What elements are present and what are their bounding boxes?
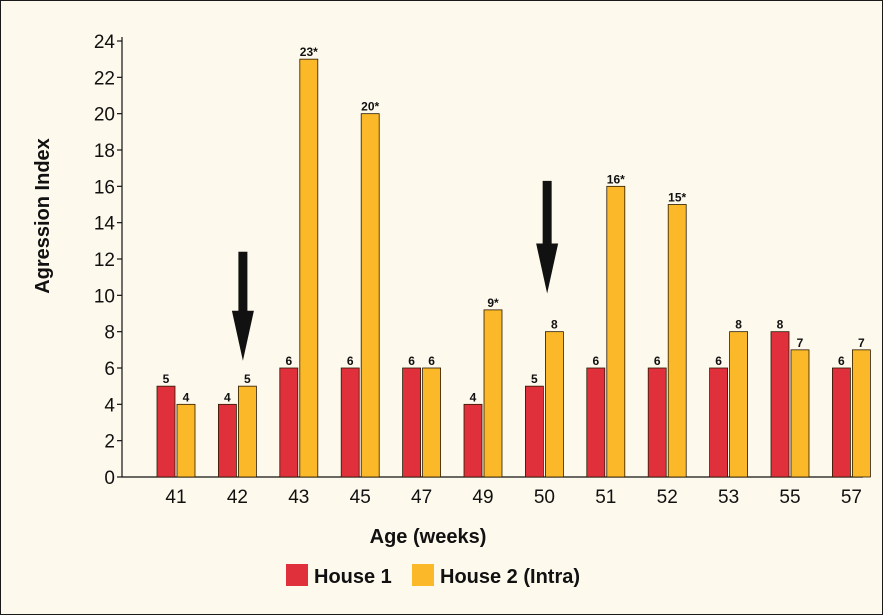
bar-house1-52 [647, 367, 667, 478]
bar-house1-45 [340, 367, 360, 478]
x-axis-title: Age (weeks) [370, 526, 487, 548]
y-tick-label: 8 [104, 323, 115, 344]
data-label: 6 [428, 354, 435, 368]
bar-house1-55 [770, 331, 790, 478]
data-label: 7 [858, 336, 865, 350]
data-label: 5 [531, 372, 538, 386]
data-label: 8 [551, 318, 558, 332]
data-label: 20* [361, 100, 379, 114]
data-label: 8 [777, 318, 784, 332]
bar-house1-41 [156, 385, 176, 478]
data-label: 7 [797, 336, 804, 350]
y-tick-label: 22 [94, 68, 115, 89]
y-tick-label: 4 [104, 395, 115, 416]
legend-swatch [412, 564, 434, 586]
x-tick-label: 57 [841, 487, 862, 508]
bar-house2-42 [237, 385, 257, 478]
x-tick-label: 50 [534, 487, 555, 508]
x-tick-label: 41 [165, 487, 186, 508]
legend: House 1 House 2 (Intra) [286, 564, 580, 588]
data-label: 16* [607, 172, 625, 186]
arrow-down-icon [536, 180, 559, 294]
y-tick-label: 14 [94, 214, 116, 235]
y-tick-label: 18 [94, 141, 115, 162]
y-tick-label: 16 [94, 177, 115, 198]
y-tick-label: 0 [104, 468, 115, 489]
legend-label: House 2 (Intra) [440, 566, 580, 588]
legend-label: House 1 [314, 566, 392, 588]
bar-house1-53 [709, 367, 728, 478]
bar-house1-43 [279, 367, 299, 478]
data-label: 4 [183, 390, 190, 404]
data-label: 6 [715, 354, 722, 368]
annotation-arrows [231, 180, 559, 361]
data-label: 6 [285, 354, 292, 368]
data-label: 4 [224, 390, 231, 404]
data-label: 6 [838, 354, 845, 368]
y-tick-label: 10 [94, 286, 115, 307]
data-label: 23* [300, 45, 318, 59]
x-tick-label: 55 [779, 487, 800, 508]
bar-house1-42 [217, 403, 237, 478]
bar-house1-50 [525, 385, 544, 478]
y-tick-label: 2 [104, 432, 115, 453]
x-tick-label: 49 [472, 487, 493, 508]
x-tick-label: 42 [227, 487, 248, 508]
bar-house2-43 [299, 58, 319, 478]
y-tick-label: 12 [94, 250, 115, 271]
legend-swatch [286, 564, 308, 586]
bar-house2-49 [483, 309, 503, 478]
data-label: 5 [244, 372, 251, 386]
x-tick-label: 53 [718, 487, 739, 508]
bar-house2-47 [422, 367, 442, 478]
y-tick-label: 20 [94, 105, 115, 126]
bar-house2-45 [360, 113, 380, 478]
y-tick-label: 6 [104, 359, 115, 380]
x-axis: 41 42 43 45 47 49 50 51 52 53 55 57 [122, 476, 863, 508]
bar-house1-57 [832, 367, 851, 478]
bar-house1-47 [402, 367, 422, 478]
bar-house2-41 [176, 403, 196, 478]
bar-house1-49 [463, 403, 483, 478]
x-tick-label: 51 [595, 487, 616, 508]
data-label: 5 [163, 372, 170, 386]
arrow-down-icon [231, 251, 254, 361]
bar-house2-57 [852, 349, 871, 478]
bar-house2-52 [667, 204, 687, 478]
data-label: 8 [735, 318, 742, 332]
x-tick-label: 45 [350, 487, 371, 508]
data-label: 4 [470, 390, 477, 404]
x-tick-label: 52 [657, 487, 678, 508]
bar-house2-53 [729, 331, 748, 478]
bar-house2-55 [790, 349, 810, 478]
data-label: 6 [654, 354, 661, 368]
data-label: 6 [347, 354, 354, 368]
data-label: 9* [487, 296, 499, 310]
x-tick-label: 47 [411, 487, 432, 508]
data-label: 6 [592, 354, 599, 368]
y-axis-title: Agression Index [32, 138, 54, 294]
bar-house2-51 [606, 185, 626, 478]
data-label: 15* [668, 191, 686, 205]
x-tick-label: 43 [288, 487, 309, 508]
bar-house2-50 [545, 331, 564, 478]
data-label: 6 [408, 354, 415, 368]
bar-house1-51 [586, 367, 606, 478]
y-tick-label: 24 [94, 32, 116, 53]
